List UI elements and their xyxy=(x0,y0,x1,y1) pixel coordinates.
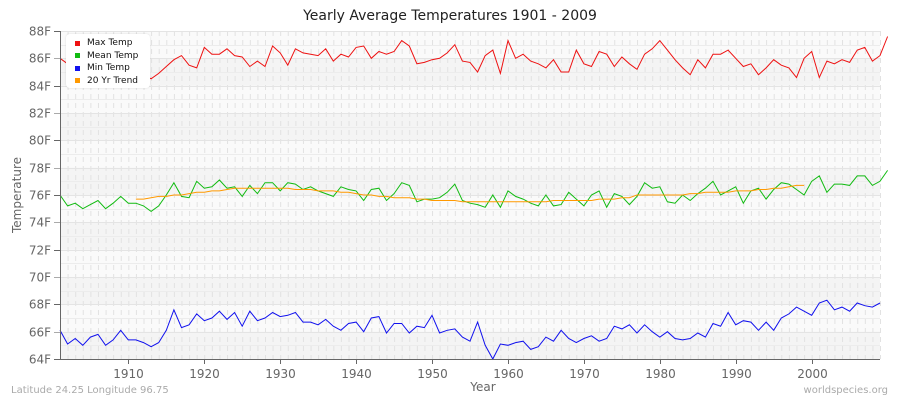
y-axis-title: Temperature xyxy=(10,157,24,234)
source-label: worldspecies.org xyxy=(803,385,888,396)
series-min-temp xyxy=(59,299,881,361)
x-axis-title: Year xyxy=(469,380,495,394)
legend-swatch-icon xyxy=(75,40,80,46)
legend-item: 20 Yr Trend xyxy=(75,75,150,88)
legend-swatch-icon xyxy=(75,78,80,84)
legend-item: Min Temp xyxy=(75,62,150,75)
y-tick-label: 64F xyxy=(29,353,51,367)
location-label: Latitude 24.25 Longitude 96.75 xyxy=(11,385,169,396)
x-tick-label: 1970 xyxy=(569,367,600,381)
legend-swatch-icon xyxy=(75,65,80,71)
axes xyxy=(60,31,880,360)
x-tick-label: 1950 xyxy=(417,367,448,381)
legend-label: 20 Yr Trend xyxy=(87,75,139,86)
x-tick-label: 1940 xyxy=(341,367,372,381)
band xyxy=(60,195,880,223)
y-tick-label: 84F xyxy=(29,80,51,94)
y-tick-label: 76F xyxy=(29,189,51,203)
x-tick-label: 2000 xyxy=(797,367,828,381)
series-20-yr-trend xyxy=(135,184,805,203)
y-tick-label: 86F xyxy=(29,52,51,66)
legend-label: Min Temp xyxy=(87,63,130,74)
band xyxy=(60,277,880,305)
y-tick-label: 70F xyxy=(29,271,51,285)
y-tick-label: 82F xyxy=(29,107,51,121)
series-max-temp xyxy=(59,36,889,80)
legend-label: Mean Temp xyxy=(87,50,139,61)
band xyxy=(60,113,880,141)
y-tick-label: 74F xyxy=(29,216,51,230)
y-tick-label: 80F xyxy=(29,134,51,148)
x-axis-ticks: 1910 1920 1930 1940 1950 1960 1970 1980 1990 2000 xyxy=(113,359,828,381)
data-series xyxy=(59,36,889,361)
legend: Max Temp Mean Temp Min Temp 20 Yr Trend xyxy=(66,34,150,88)
legend-item: Max Temp xyxy=(75,37,150,50)
y-tick-label: 88F xyxy=(29,25,51,39)
x-tick-label: 1980 xyxy=(645,367,676,381)
legend-item: Mean Temp xyxy=(75,50,150,63)
legend-label: Max Temp xyxy=(87,38,133,49)
x-tick-label: 1920 xyxy=(189,367,220,381)
x-tick-label: 1960 xyxy=(493,367,524,381)
series-mean-temp xyxy=(59,170,889,213)
y-tick-label: 68F xyxy=(29,298,51,312)
x-tick-label: 1910 xyxy=(113,367,144,381)
legend-swatch-icon xyxy=(75,53,80,59)
x-tick-label: 1930 xyxy=(265,367,296,381)
chart-title: Yearly Average Temperatures 1901 - 2009 xyxy=(303,8,597,24)
y-tick-label: 72F xyxy=(29,244,51,258)
x-tick-label: 1990 xyxy=(721,367,752,381)
y-tick-label: 78F xyxy=(29,162,51,176)
y-tick-label: 66F xyxy=(29,326,51,340)
y-axis-ticks: 64F 66F 68F 70F 72F 74F 76F 78F 80F 82F 84F 86F 88F xyxy=(29,25,60,367)
